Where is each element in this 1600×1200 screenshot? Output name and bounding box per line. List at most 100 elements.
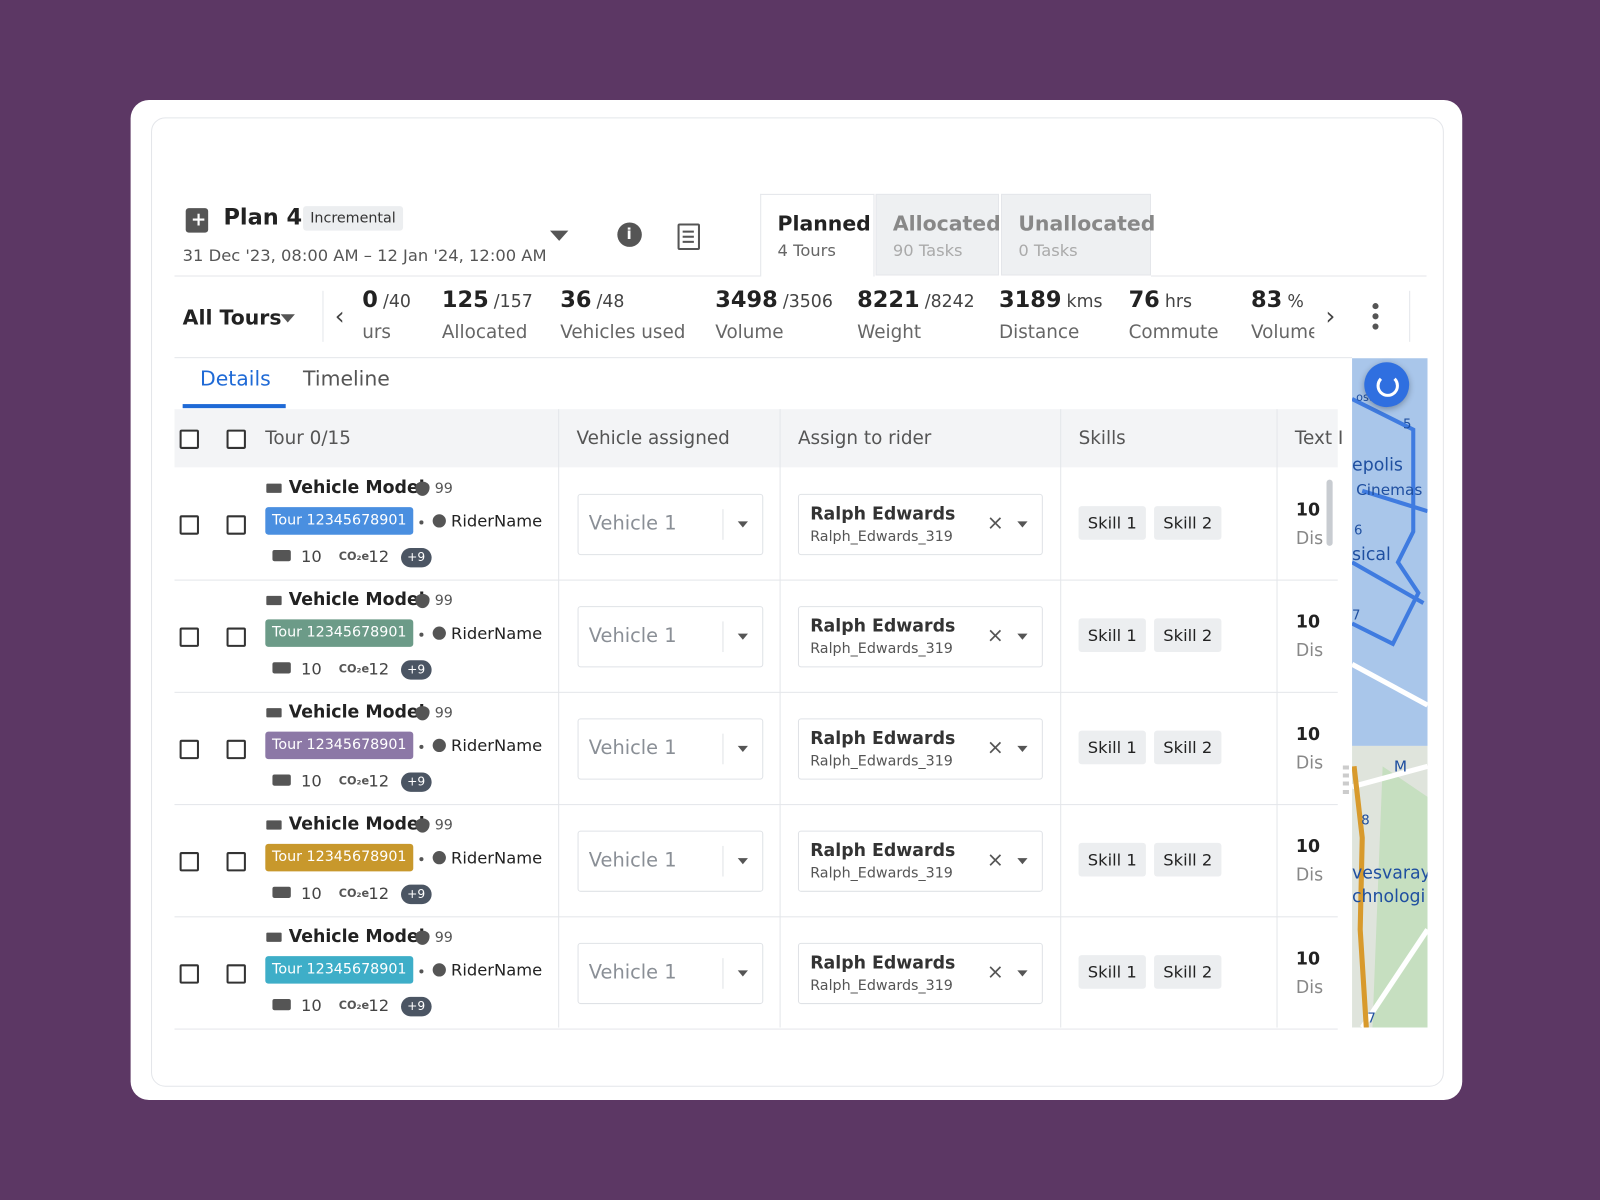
- select-caret: [737, 633, 748, 640]
- status-tab-label: Unallocated: [1018, 211, 1156, 236]
- co2-value: 12: [368, 546, 390, 567]
- text-value: 10: [1295, 836, 1321, 858]
- map-park: [1372, 766, 1428, 1028]
- map-label: 7: [1367, 1011, 1375, 1026]
- rider-name: RiderName: [451, 623, 543, 643]
- sub-tab[interactable]: Details: [199, 366, 271, 391]
- tour-tag[interactable]: Tour 12345678901: [265, 507, 414, 535]
- checkbox[interactable]: [226, 429, 246, 449]
- map-route: [1352, 397, 1428, 647]
- tour-tag[interactable]: Tour 12345678901: [265, 731, 414, 760]
- select-divider: [722, 958, 724, 989]
- vehicle-select[interactable]: Vehicle 1: [577, 942, 764, 1005]
- column-header: Vehicle assigned: [576, 427, 730, 449]
- sub-tab[interactable]: Timeline: [303, 366, 390, 391]
- checkbox[interactable]: [179, 852, 199, 872]
- sub-tab-underline: [182, 404, 286, 409]
- checkbox[interactable]: [179, 964, 199, 984]
- vehicle-select[interactable]: Vehicle 1: [577, 830, 764, 892]
- stats-next[interactable]: ›: [1325, 302, 1336, 331]
- stat-value: 125/157: [441, 287, 533, 314]
- stat-label: urs: [362, 321, 392, 343]
- rider-select-id: Ralph_Edwards_319: [810, 865, 953, 882]
- rider-icon: [432, 963, 446, 977]
- more-menu[interactable]: [1371, 303, 1379, 332]
- filter-caret[interactable]: [280, 314, 295, 323]
- select-divider: [722, 733, 724, 765]
- skill-chip: Skill 1: [1078, 730, 1146, 765]
- status-tab-sub: 4 Tours: [777, 240, 836, 261]
- tour-tag[interactable]: Tour 12345678901: [265, 843, 414, 872]
- status-tab[interactable]: Unallocated 0 Tasks: [1001, 193, 1155, 276]
- info-button[interactable]: i: [617, 222, 642, 247]
- checkbox[interactable]: [226, 627, 246, 647]
- plan-dropdown[interactable]: [549, 230, 569, 241]
- clear-button[interactable]: ×: [986, 622, 1004, 647]
- vehicle-select[interactable]: Vehicle 1: [577, 606, 764, 668]
- clear-button[interactable]: ×: [986, 510, 1004, 535]
- edit-button[interactable]: [677, 223, 700, 250]
- co2-label: CO₂e: [338, 774, 370, 788]
- status-tab[interactable]: Allocated 90 Tasks: [875, 193, 1001, 276]
- stat-unit: kms: [1066, 291, 1103, 313]
- rider-select[interactable]: Ralph Edwards Ralph_Edwards_319 ×: [797, 942, 1043, 1005]
- row-divider: [174, 916, 1338, 918]
- extra-badge: +9: [401, 884, 432, 905]
- rider-select[interactable]: Ralph Edwards Ralph_Edwards_319 ×: [797, 830, 1043, 892]
- checkbox[interactable]: [226, 739, 246, 760]
- column-divider: [558, 409, 560, 1028]
- status-tab-label: Allocated: [892, 211, 1001, 236]
- checkbox[interactable]: [226, 964, 246, 984]
- status-tab[interactable]: Planned 4 Tours: [760, 193, 875, 277]
- stat-unit: %: [1287, 291, 1304, 313]
- checkbox[interactable]: [179, 429, 199, 449]
- task-count: 10: [301, 771, 322, 791]
- vehicle-value: Vehicle 1: [588, 736, 677, 760]
- checkbox[interactable]: [179, 739, 199, 760]
- skill-chip: Skill 2: [1154, 955, 1222, 989]
- stat-label: Volume: [1251, 321, 1315, 343]
- menu-dot: [1372, 303, 1379, 310]
- vehicle-select[interactable]: Vehicle 1: [577, 493, 764, 556]
- separator-dot: [419, 632, 424, 637]
- rider-select[interactable]: Ralph Edwards Ralph_Edwards_319 ×: [797, 493, 1043, 556]
- checkbox[interactable]: [226, 852, 246, 872]
- chat-icon: [272, 549, 291, 562]
- map[interactable]: ost5epolisCinemas6sical7M8vesvaraychnolo…: [1352, 358, 1428, 1028]
- score: 99: [434, 705, 453, 722]
- stat-label: Allocated: [441, 321, 528, 343]
- map-handle: [1342, 765, 1349, 796]
- map-label: vesvaray: [1352, 864, 1428, 884]
- stat-unit: /157: [493, 291, 533, 313]
- divider: [1409, 290, 1411, 342]
- map-label: chnologi: [1352, 887, 1425, 907]
- clear-button[interactable]: ×: [986, 959, 1004, 984]
- task-count: 10: [301, 995, 322, 1016]
- rider-select[interactable]: Ralph Edwards Ralph_Edwards_319 ×: [797, 718, 1043, 780]
- stat-unit: hrs: [1164, 291, 1193, 313]
- stats-prev[interactable]: ‹: [334, 302, 345, 331]
- map-refresh-button[interactable]: [1364, 362, 1410, 408]
- map-label: 6: [1354, 524, 1362, 539]
- column-divider: [779, 409, 781, 1028]
- map-label: 7: [1352, 608, 1360, 623]
- stat-value: 3189 kms: [998, 287, 1103, 314]
- scrollbar: [1326, 479, 1333, 546]
- stat-label: Vehicles used: [560, 321, 686, 343]
- task-count: 10: [301, 883, 322, 904]
- tour-tag[interactable]: Tour 12345678901: [265, 956, 414, 984]
- checkbox[interactable]: [179, 627, 199, 647]
- tour-tag[interactable]: Tour 12345678901: [265, 619, 414, 647]
- clear-button[interactable]: ×: [986, 734, 1004, 760]
- extra-badge: +9: [401, 660, 432, 680]
- checkbox[interactable]: [179, 515, 199, 535]
- tour-filter[interactable]: All Tours: [182, 305, 282, 330]
- rider-select[interactable]: Ralph Edwards Ralph_Edwards_319 ×: [797, 606, 1043, 668]
- skill-chip: Skill 1: [1078, 618, 1146, 653]
- checkbox[interactable]: [226, 515, 246, 535]
- vehicle-select[interactable]: Vehicle 1: [577, 718, 764, 780]
- score-icon: [415, 481, 430, 496]
- divider: [1151, 275, 1427, 277]
- clear-button[interactable]: ×: [986, 846, 1004, 872]
- score: 99: [434, 592, 453, 610]
